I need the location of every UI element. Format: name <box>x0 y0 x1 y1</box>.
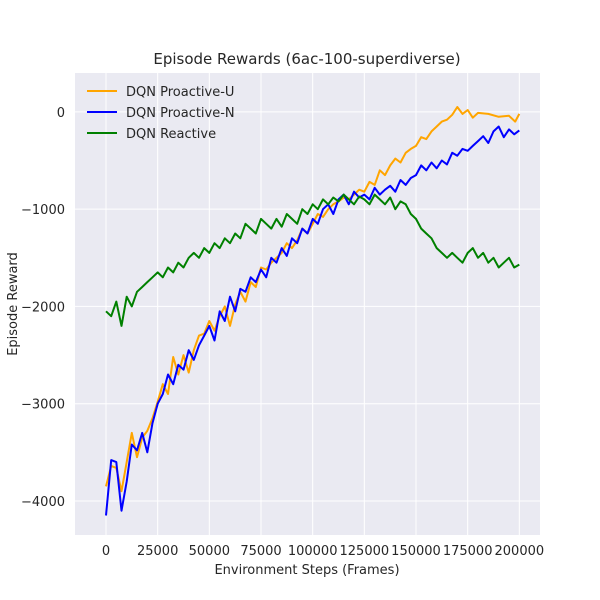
y-tick-label: −4000 <box>21 495 65 510</box>
grid <box>75 73 540 535</box>
x-tick-label: 25000 <box>137 544 178 559</box>
series-line-2 <box>105 193 520 327</box>
plot-background <box>75 73 540 535</box>
y-tick-label: −3000 <box>21 398 65 413</box>
x-tick-label: 100000 <box>288 544 338 559</box>
x-tick-label: 150000 <box>391 544 441 559</box>
x-tick-label: 0 <box>102 544 110 559</box>
chart-title: Episode Rewards (6ac-100-superdiverse) <box>153 50 460 68</box>
x-tick-label: 175000 <box>443 544 493 559</box>
x-tick-label: 50000 <box>189 544 230 559</box>
y-axis-label: Episode Reward <box>6 252 21 356</box>
x-tick-labels: 0 25000 50000 75000 100000 125000 150000 175000… <box>102 544 544 559</box>
y-tick-label: −2000 <box>21 300 65 315</box>
x-axis-label: Environment Steps (Frames) <box>214 563 399 578</box>
y-tick-labels: −4000 −3000 −2000 −1000 0 <box>21 106 65 510</box>
y-tick-label: −1000 <box>21 203 65 218</box>
x-tick-label: 125000 <box>340 544 390 559</box>
x-tick-label: 75000 <box>240 544 281 559</box>
series-group <box>105 106 521 516</box>
legend-label-0: DQN Proactive-U <box>126 85 234 100</box>
y-tick-label: 0 <box>57 106 65 121</box>
legend: DQN Proactive-U DQN Proactive-N DQN Reacti… <box>87 85 235 142</box>
series-line-1 <box>105 125 520 516</box>
legend-label-1: DQN Proactive-N <box>126 106 235 121</box>
x-tick-label: 200000 <box>495 544 545 559</box>
legend-label-2: DQN Reactive <box>126 127 216 142</box>
